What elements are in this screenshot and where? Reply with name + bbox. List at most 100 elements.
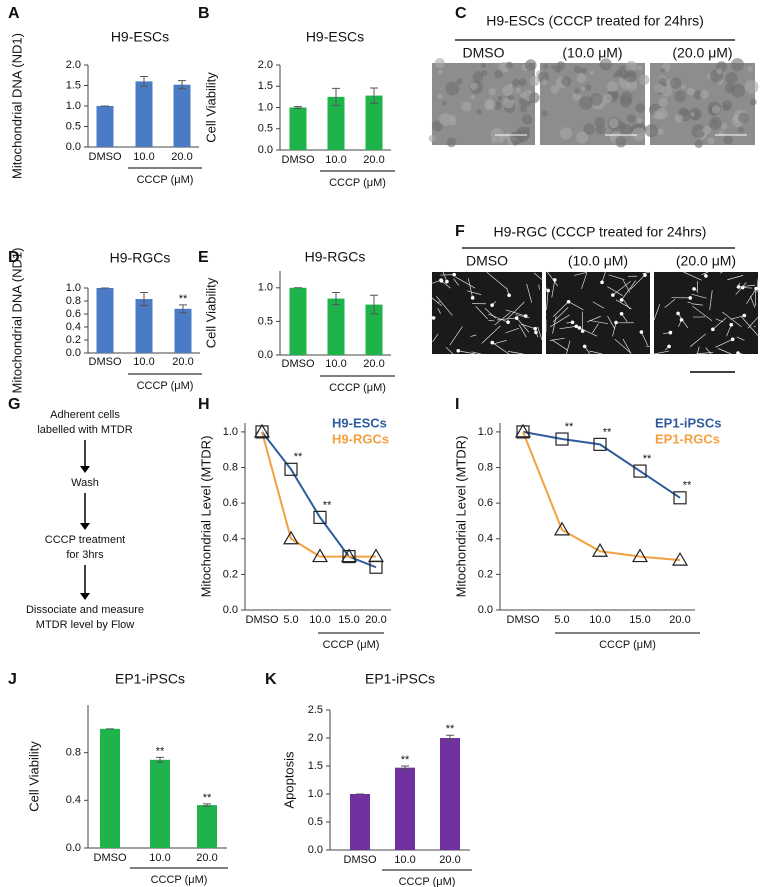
y-tick-label: 0.5: [66, 120, 81, 132]
y-tick-label: 0.0: [66, 842, 81, 854]
texture: [603, 93, 613, 104]
error-bar: [370, 87, 378, 104]
significance: **: [203, 792, 212, 804]
texture: [476, 108, 482, 115]
texture: [722, 100, 733, 111]
group-label: CCCP (μM): [329, 177, 386, 189]
texture: [437, 93, 443, 100]
panel-letter: K: [265, 671, 277, 688]
texture: [576, 131, 589, 144]
neurite: [642, 271, 651, 275]
bar: [289, 287, 307, 355]
neurite: [505, 309, 526, 317]
neurite: [496, 317, 516, 321]
error-bar: [179, 304, 187, 314]
y-tick-label: 1.0: [308, 788, 323, 800]
series-line: [261, 431, 377, 569]
texture: [624, 70, 637, 83]
neurite: [589, 350, 603, 355]
neurite: [568, 301, 584, 311]
error-bar: [332, 292, 340, 306]
x-tick-label: 20.0: [363, 358, 384, 370]
neurite: [537, 326, 543, 340]
cell-body: [729, 322, 734, 327]
neurite: [437, 308, 441, 314]
y-axis-label: Mitochondrial DNA (ND1): [9, 33, 24, 179]
image-group-title: H9-RGC (CCCP treated for 24hrs): [494, 224, 707, 240]
cell-body: [490, 303, 494, 307]
texture: [584, 84, 592, 91]
neurite: [492, 342, 510, 355]
neurite: [727, 275, 744, 281]
texture: [572, 91, 582, 101]
marker: [555, 432, 569, 446]
x-tick-label: 5.0: [554, 614, 569, 626]
cell-body: [523, 314, 528, 318]
cell-body: [456, 348, 461, 353]
y-tick-label: 0.4: [66, 794, 81, 806]
neurite: [608, 274, 625, 281]
texture: [497, 95, 503, 101]
texture: [686, 87, 695, 96]
legend-entry: H9-RGCs: [332, 431, 389, 446]
neurite: [645, 345, 651, 347]
error-bar: [203, 803, 211, 807]
neurite: [586, 315, 601, 323]
texture: [599, 58, 612, 71]
y-tick-label: 0.4: [478, 533, 493, 545]
neurite: [738, 284, 756, 288]
neurite: [653, 350, 670, 355]
marker: [514, 423, 532, 438]
neurite: [533, 272, 543, 280]
micrograph: [654, 272, 758, 354]
texture: [449, 115, 457, 122]
neurite: [717, 348, 732, 355]
error-bar: [401, 765, 409, 770]
cell-body: [611, 293, 615, 297]
texture: [461, 101, 472, 112]
group-label: CCCP (μM): [329, 382, 386, 394]
legend-entry: EP1-iPSCs: [655, 415, 721, 430]
y-tick-label: 1.0: [478, 426, 493, 438]
cell-body: [679, 317, 684, 322]
y-tick-label: 0.6: [66, 308, 81, 320]
texture: [529, 75, 540, 87]
x-tick-label: DMSO: [89, 356, 122, 368]
texture: [505, 61, 513, 69]
y-tick-label: 1.5: [308, 760, 323, 772]
cell-body: [577, 326, 582, 330]
texture: [446, 137, 457, 148]
texture: [583, 123, 595, 135]
significance: **: [294, 451, 303, 463]
texture: [529, 92, 540, 104]
x-tick-label: DMSO: [282, 154, 315, 166]
error-bar: [332, 87, 340, 106]
error-bar: [294, 106, 302, 109]
image-label: (10.0 μM): [568, 253, 628, 269]
neurite: [607, 315, 616, 330]
neurite: [712, 317, 727, 330]
group-label: CCCP (μM): [151, 874, 208, 886]
x-tick-label: 20.0: [171, 151, 192, 163]
x-tick-label: 15.0: [629, 614, 650, 626]
texture: [434, 58, 445, 69]
y-tick-label: 1.0: [66, 282, 81, 294]
texture: [580, 67, 587, 74]
marker: [633, 464, 647, 478]
group-label: CCCP (μM): [137, 174, 194, 186]
texture: [493, 69, 503, 79]
texture: [688, 107, 702, 121]
neurite: [551, 339, 569, 351]
texture: [589, 92, 603, 106]
texture: [589, 70, 595, 76]
series-line: [522, 431, 681, 562]
neurite: [455, 276, 476, 289]
cell-body: [736, 285, 741, 289]
neurite: [505, 327, 520, 334]
group-label: CCCP (μM): [323, 639, 380, 651]
texture: [480, 63, 486, 69]
bar: [100, 728, 120, 848]
y-tick-label: 2.5: [308, 704, 323, 716]
x-tick-label: 15.0: [338, 614, 359, 626]
texture: [469, 82, 478, 91]
